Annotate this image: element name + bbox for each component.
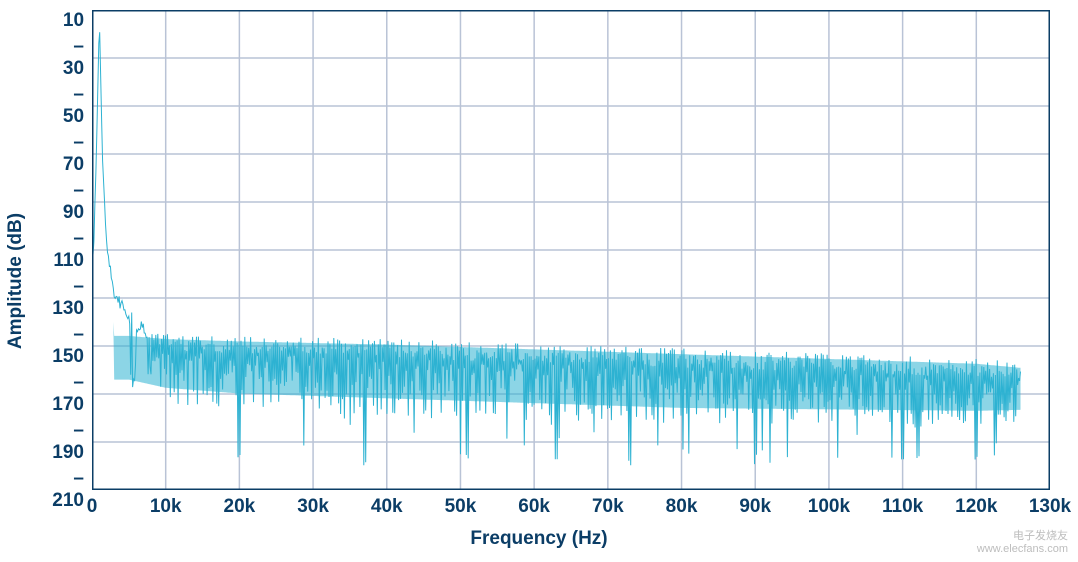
- ytick-label: –130: [52, 276, 84, 320]
- x-axis-label: Frequency (Hz): [0, 528, 1078, 550]
- ytick-label: –210: [52, 468, 84, 512]
- xtick-label: 90k: [739, 496, 771, 518]
- plot-svg: [92, 10, 1050, 490]
- ytick-label: –150: [52, 324, 84, 368]
- xtick-label: 50k: [445, 496, 477, 518]
- ytick-label: –110: [53, 228, 84, 272]
- xtick-label: 0: [87, 496, 98, 518]
- xtick-label: 130k: [1029, 496, 1071, 518]
- ytick-label: –70: [63, 132, 84, 176]
- xtick-label: 40k: [371, 496, 403, 518]
- xtick-label: 20k: [224, 496, 256, 518]
- ytick-label: –50: [63, 84, 84, 128]
- y-axis-label: Amplitude (dB): [5, 213, 27, 349]
- xtick-label: 60k: [518, 496, 550, 518]
- ytick-label: –90: [63, 180, 84, 224]
- ytick-label: –10: [63, 0, 84, 32]
- ytick-label: –30: [63, 36, 84, 80]
- xtick-label: 110k: [882, 496, 923, 518]
- xtick-label: 80k: [666, 496, 698, 518]
- xtick-label: 30k: [297, 496, 329, 518]
- xtick-label: 100k: [808, 496, 850, 518]
- xtick-label: 70k: [592, 496, 624, 518]
- ytick-label: –190: [52, 420, 84, 464]
- xtick-label: 10k: [150, 496, 182, 518]
- spectrum-chart: Amplitude (dB) Frequency (Hz) –10–30–50–…: [0, 0, 1078, 562]
- plot-area: –10–30–50–70–90–110–130–150–170–190–2100…: [92, 10, 1050, 490]
- xtick-label: 120k: [955, 496, 997, 518]
- ytick-label: –170: [52, 372, 84, 416]
